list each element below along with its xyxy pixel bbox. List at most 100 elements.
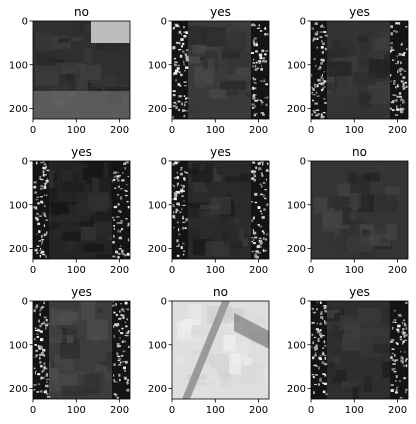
edge-speck <box>391 59 395 61</box>
edge-speck <box>123 376 126 379</box>
edge-speck <box>313 364 317 367</box>
edge-speck <box>323 80 327 83</box>
edge-speck <box>324 362 328 366</box>
edge-speck <box>266 169 270 172</box>
edge-speck <box>260 80 263 82</box>
edge-speck <box>117 355 121 358</box>
edge-speck <box>321 116 325 118</box>
image-texture <box>332 309 341 314</box>
image-texture <box>375 194 398 212</box>
edge-speck <box>263 249 267 252</box>
edge-speck <box>179 84 182 87</box>
image-texture <box>73 163 89 169</box>
edge-speck <box>252 216 255 220</box>
edge-speck <box>402 88 405 90</box>
edge-speck <box>34 356 38 358</box>
edge-speck <box>324 47 327 51</box>
edge-speck <box>120 228 124 231</box>
bright-region <box>33 91 130 119</box>
edge-speck <box>38 319 40 323</box>
edge-speck <box>391 359 395 362</box>
edge-speck <box>319 333 323 336</box>
edge-speck <box>178 233 181 236</box>
edge-speck <box>402 342 404 345</box>
edge-speck <box>261 60 265 63</box>
edge-speck <box>401 53 403 56</box>
edge-speck <box>311 333 314 336</box>
edge-speck <box>315 109 320 111</box>
edge-speck <box>120 238 123 240</box>
edge-speck <box>263 231 265 235</box>
edge-speck <box>113 334 115 338</box>
image-texture <box>77 78 88 93</box>
edge-speck <box>257 167 262 171</box>
edge-speck <box>42 369 45 372</box>
edge-speck <box>403 377 406 380</box>
edge-speck <box>40 390 43 393</box>
axes-frame <box>171 20 270 120</box>
edge-speck <box>400 104 402 106</box>
edge-speck <box>119 198 123 200</box>
edge-speck <box>252 62 256 64</box>
edge-speck <box>42 170 45 174</box>
y-tick-label: 100 <box>287 340 306 351</box>
edge-speck <box>314 32 319 35</box>
y-tick-label: 0 <box>300 17 306 28</box>
edge-speck <box>118 248 122 250</box>
edge-speck <box>172 28 175 30</box>
y-tick-label: 0 <box>22 157 28 168</box>
edge-speck <box>172 198 176 200</box>
image-texture <box>61 385 88 397</box>
image-texture <box>209 168 222 183</box>
edge-speck <box>398 53 402 56</box>
edge-speck <box>266 32 270 36</box>
edge-speck <box>35 327 37 330</box>
edge-speck <box>42 321 46 325</box>
edge-speck <box>251 236 254 239</box>
edge-strip <box>390 21 408 119</box>
edge-speck <box>172 104 176 107</box>
x-tick-label: 200 <box>388 125 407 136</box>
edge-speck <box>320 76 323 80</box>
image-texture <box>88 192 109 212</box>
edge-speck <box>321 73 323 77</box>
edge-speck <box>316 37 319 40</box>
image-texture <box>342 381 358 388</box>
edge-speck <box>313 391 315 395</box>
edge-speck <box>180 246 183 250</box>
edge-speck <box>311 307 314 310</box>
edge-speck <box>323 305 327 307</box>
edge-speck <box>390 74 392 77</box>
edge-speck <box>115 175 117 177</box>
edge-speck <box>321 353 325 356</box>
edge-speck <box>113 363 116 366</box>
edge-speck <box>42 348 46 352</box>
edge-speck <box>44 205 46 207</box>
image-texture <box>368 50 395 58</box>
edge-speck <box>123 163 127 165</box>
image-texture <box>86 319 109 341</box>
edge-speck <box>45 179 49 182</box>
edge-speck <box>259 225 263 228</box>
image-texture <box>233 21 257 27</box>
image-texture <box>340 306 352 325</box>
edge-speck <box>324 345 327 347</box>
edge-speck <box>118 185 120 188</box>
image-texture <box>84 373 101 395</box>
image-content <box>172 161 271 259</box>
image-texture <box>69 216 95 227</box>
edge-speck <box>390 32 393 36</box>
edge-speck <box>405 364 408 368</box>
edge-speck <box>259 30 263 32</box>
image-texture <box>96 79 115 89</box>
edge-speck <box>122 350 126 353</box>
edge-speck <box>41 323 44 325</box>
x-tick-label: 200 <box>249 265 268 276</box>
edge-speck <box>252 86 255 90</box>
image-texture <box>83 243 105 252</box>
image-texture <box>68 204 91 222</box>
edge-speck <box>124 376 127 380</box>
edge-speck <box>403 319 406 322</box>
edge-speck <box>114 381 118 383</box>
edge-speck <box>38 215 42 217</box>
